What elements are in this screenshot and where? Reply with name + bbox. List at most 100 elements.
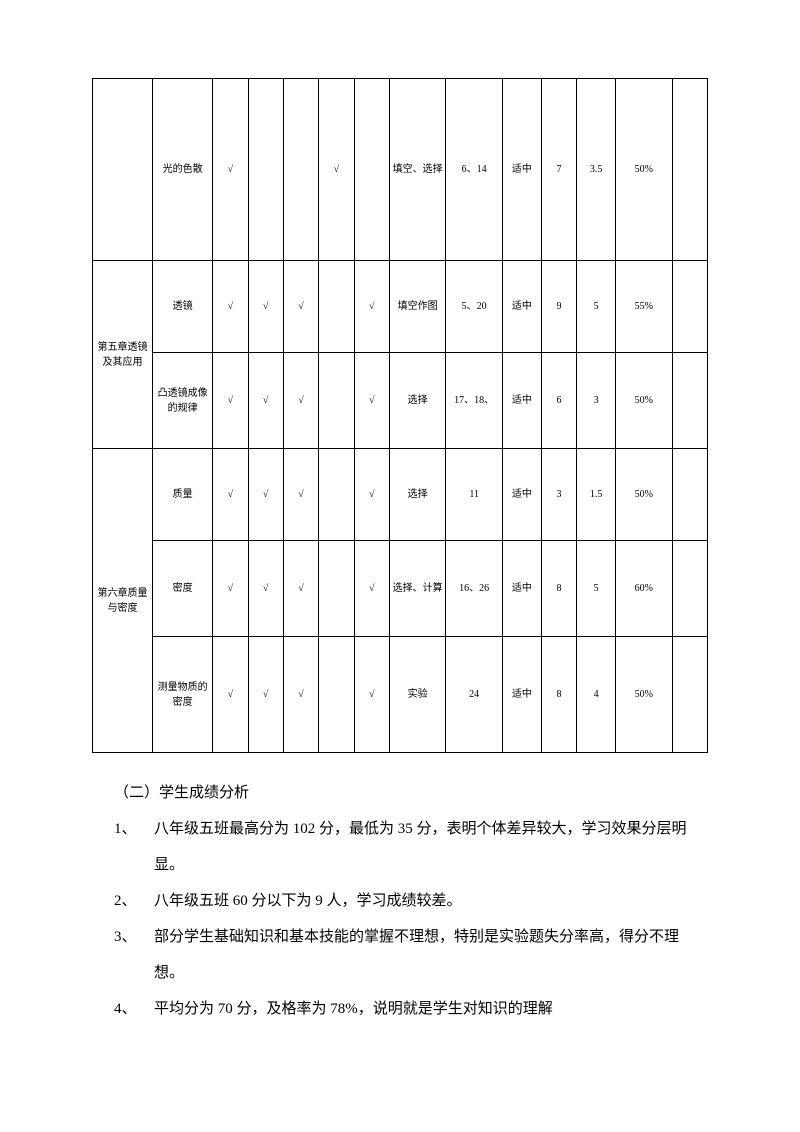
table-row: 测量物质的密度 √ √ √ √ 实验 24 适中 8 4 50% (93, 637, 708, 753)
cell-c4 (319, 541, 354, 637)
cell-extra (672, 79, 707, 261)
cell-topic: 测量物质的密度 (153, 637, 213, 753)
cell-qnum: 17、18、 (446, 353, 503, 449)
cell-qnum: 24 (446, 637, 503, 753)
cell-qtype: 选择、计算 (389, 541, 446, 637)
cell-c3 (283, 79, 318, 261)
list-item: 2、 八年级五班 60 分以下为 9 人，学习成绩较差。 (114, 883, 708, 919)
cell-chapter: 第六章质量与密度 (93, 449, 153, 753)
table-row: 凸透镜成像的规律 √ √ √ √ 选择 17、18、 适中 6 3 50% (93, 353, 708, 449)
table-row: 第五章透镜及其应用 透镜 √ √ √ √ 填空作图 5、20 适中 9 5 55… (93, 261, 708, 353)
cell-qtype: 选择 (389, 449, 446, 541)
cell-c1: √ (213, 261, 248, 353)
cell-diff: 适中 (502, 79, 541, 261)
cell-qtype: 填空作图 (389, 261, 446, 353)
cell-pct: 60% (616, 541, 673, 637)
table-row: 光的色散 √ √ 填空、选择 6、14 适中 7 3.5 50% (93, 79, 708, 261)
item-text: 平均分为 70 分，及格率为 78%，说明就是学生对知识的理解 (154, 991, 708, 1027)
cell-c5: √ (354, 637, 389, 753)
cell-pct: 55% (616, 261, 673, 353)
cell-n1: 7 (541, 79, 576, 261)
cell-c2: √ (248, 261, 283, 353)
cell-topic: 质量 (153, 449, 213, 541)
cell-n2: 4 (577, 637, 616, 753)
cell-extra (672, 261, 707, 353)
cell-extra (672, 353, 707, 449)
item-text: 部分学生基础知识和基本技能的掌握不理想，特别是实验题失分率高，得分不理想。 (154, 919, 708, 991)
item-text: 八年级五班最高分为 102 分，最低为 35 分，表明个体差异较大，学习效果分层… (154, 811, 708, 883)
cell-c2 (248, 79, 283, 261)
cell-qnum: 6、14 (446, 79, 503, 261)
cell-pct: 50% (616, 79, 673, 261)
cell-diff: 适中 (502, 261, 541, 353)
cell-topic: 光的色散 (153, 79, 213, 261)
cell-chapter (93, 79, 153, 261)
table-row: 第六章质量与密度 质量 √ √ √ √ 选择 11 适中 3 1.5 50% (93, 449, 708, 541)
cell-qtype: 填空、选择 (389, 79, 446, 261)
cell-c5: √ (354, 261, 389, 353)
cell-c3: √ (283, 541, 318, 637)
cell-c2: √ (248, 449, 283, 541)
cell-c5 (354, 79, 389, 261)
cell-n1: 8 (541, 637, 576, 753)
cell-diff: 适中 (502, 449, 541, 541)
cell-diff: 适中 (502, 353, 541, 449)
cell-c4 (319, 353, 354, 449)
cell-extra (672, 637, 707, 753)
cell-c1: √ (213, 637, 248, 753)
cell-diff: 适中 (502, 637, 541, 753)
item-num: 3、 (114, 919, 154, 991)
cell-qtype: 实验 (389, 637, 446, 753)
section-title: （二）学生成绩分析 (114, 775, 708, 811)
cell-c1: √ (213, 79, 248, 261)
cell-extra (672, 449, 707, 541)
cell-diff: 适中 (502, 541, 541, 637)
list-item: 3、 部分学生基础知识和基本技能的掌握不理想，特别是实验题失分率高，得分不理想。 (114, 919, 708, 991)
cell-n1: 8 (541, 541, 576, 637)
item-num: 2、 (114, 883, 154, 919)
cell-c3: √ (283, 261, 318, 353)
cell-c1: √ (213, 449, 248, 541)
cell-c1: √ (213, 541, 248, 637)
cell-c3: √ (283, 637, 318, 753)
item-num: 4、 (114, 991, 154, 1027)
cell-n2: 1.5 (577, 449, 616, 541)
cell-n2: 5 (577, 541, 616, 637)
cell-topic: 透镜 (153, 261, 213, 353)
analysis-table: 光的色散 √ √ 填空、选择 6、14 适中 7 3.5 50% 第五章透镜及其… (92, 78, 708, 753)
cell-topic: 密度 (153, 541, 213, 637)
cell-c2: √ (248, 637, 283, 753)
text-section: （二）学生成绩分析 1、 八年级五班最高分为 102 分，最低为 35 分，表明… (92, 775, 708, 1027)
cell-extra (672, 541, 707, 637)
cell-qnum: 16、26 (446, 541, 503, 637)
cell-n2: 3 (577, 353, 616, 449)
cell-n1: 6 (541, 353, 576, 449)
table-body: 光的色散 √ √ 填空、选择 6、14 适中 7 3.5 50% 第五章透镜及其… (93, 79, 708, 753)
item-text: 八年级五班 60 分以下为 9 人，学习成绩较差。 (154, 883, 708, 919)
cell-c3: √ (283, 353, 318, 449)
cell-c5: √ (354, 541, 389, 637)
item-num: 1、 (114, 811, 154, 883)
cell-c4 (319, 449, 354, 541)
cell-c1: √ (213, 353, 248, 449)
cell-c4: √ (319, 79, 354, 261)
list-item: 4、 平均分为 70 分，及格率为 78%，说明就是学生对知识的理解 (114, 991, 708, 1027)
cell-pct: 50% (616, 353, 673, 449)
cell-c2: √ (248, 353, 283, 449)
cell-c3: √ (283, 449, 318, 541)
cell-qnum: 5、20 (446, 261, 503, 353)
cell-qtype: 选择 (389, 353, 446, 449)
cell-n1: 9 (541, 261, 576, 353)
cell-qnum: 11 (446, 449, 503, 541)
cell-n2: 5 (577, 261, 616, 353)
cell-topic: 凸透镜成像的规律 (153, 353, 213, 449)
cell-pct: 50% (616, 449, 673, 541)
list-item: 1、 八年级五班最高分为 102 分，最低为 35 分，表明个体差异较大，学习效… (114, 811, 708, 883)
cell-c4 (319, 637, 354, 753)
cell-c5: √ (354, 449, 389, 541)
cell-chapter: 第五章透镜及其应用 (93, 261, 153, 449)
table-row: 密度 √ √ √ √ 选择、计算 16、26 适中 8 5 60% (93, 541, 708, 637)
cell-pct: 50% (616, 637, 673, 753)
cell-c5: √ (354, 353, 389, 449)
cell-n2: 3.5 (577, 79, 616, 261)
